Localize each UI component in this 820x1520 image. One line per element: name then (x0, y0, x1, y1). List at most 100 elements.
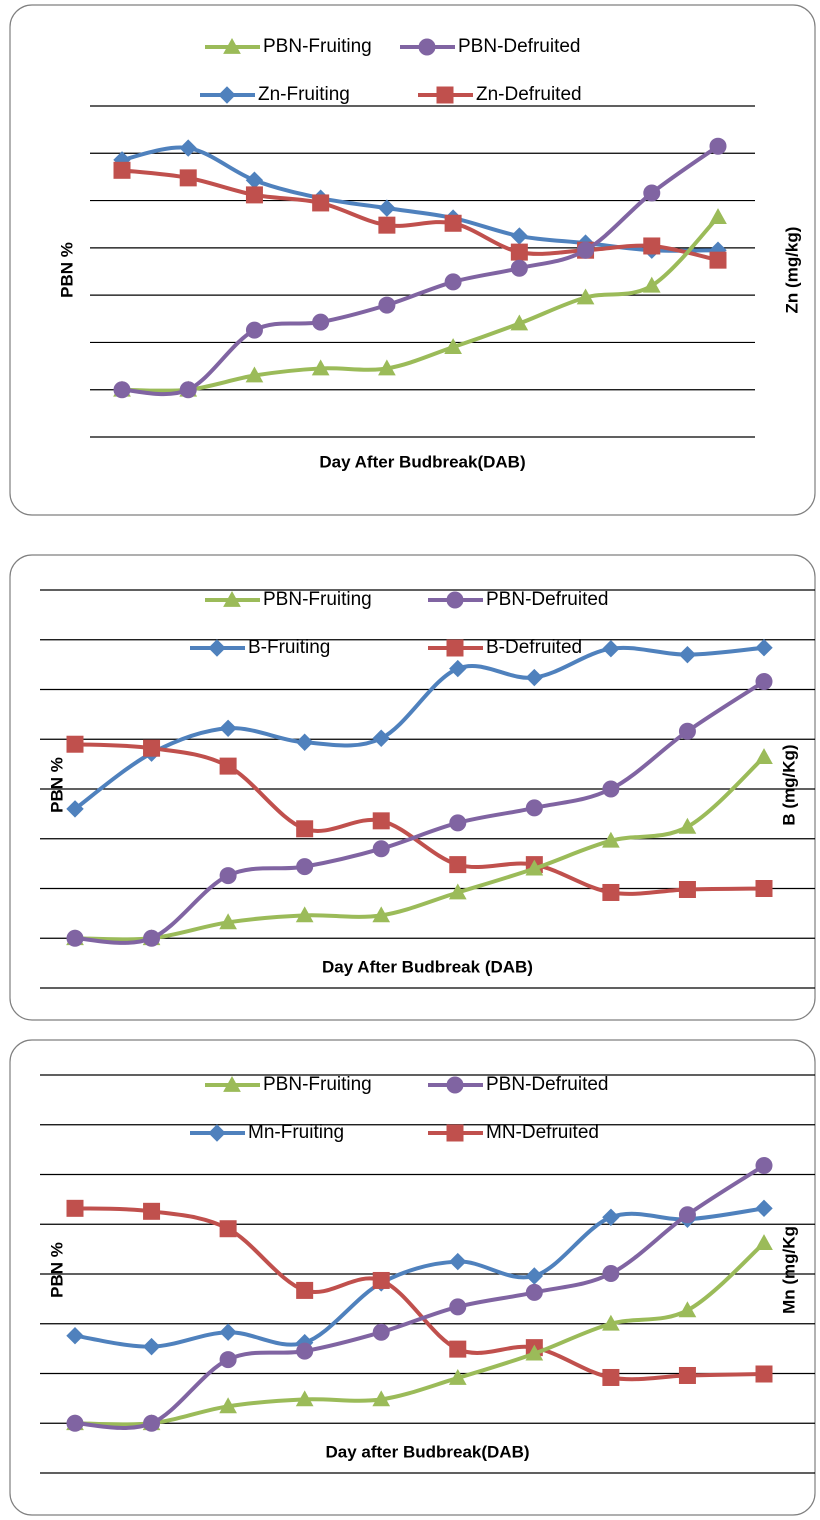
marker (143, 1414, 161, 1432)
legend-marker (223, 1075, 241, 1092)
marker (312, 194, 330, 212)
marker (449, 856, 467, 874)
marker (755, 880, 773, 897)
marker (678, 880, 696, 898)
marker (219, 757, 237, 775)
marker (643, 184, 661, 202)
marker (372, 729, 390, 747)
marker (219, 719, 237, 738)
marker (449, 1252, 467, 1271)
marker (66, 929, 84, 947)
marker (372, 906, 391, 923)
marker (66, 1414, 84, 1432)
marker (709, 208, 727, 225)
legend-marker (446, 591, 464, 609)
marker (643, 237, 661, 255)
series-line (74, 1241, 766, 1427)
marker (378, 359, 396, 376)
marker (510, 259, 528, 277)
marker (245, 366, 264, 383)
marker (219, 1220, 237, 1238)
marker (755, 748, 773, 765)
legend-label: Zn-Fruiting (258, 84, 350, 105)
marker (179, 169, 197, 187)
marker (295, 1390, 314, 1407)
marker (678, 817, 697, 834)
legend-marker (446, 1076, 464, 1094)
marker (378, 296, 396, 314)
marker (510, 314, 529, 331)
marker (219, 867, 237, 885)
marker (525, 1283, 543, 1301)
series-line (74, 1206, 765, 1349)
series-line (121, 215, 720, 393)
legend-label: B-Defruited (486, 637, 582, 658)
marker (66, 1326, 84, 1345)
series-line (74, 755, 766, 942)
marker (602, 883, 620, 901)
marker (525, 668, 544, 687)
marker (449, 814, 467, 832)
series-line (73, 645, 765, 811)
legend-marker (418, 38, 436, 56)
marker (449, 1298, 467, 1316)
marker (678, 722, 696, 740)
marker (219, 1397, 237, 1414)
marker (66, 735, 84, 753)
marker (642, 276, 661, 293)
marker (755, 1157, 773, 1175)
legend-label: PBN-Defruited (486, 1074, 609, 1095)
x-axis-label: Day After Budbreak(DAB) (319, 452, 525, 471)
marker (678, 1301, 697, 1318)
marker (113, 381, 131, 399)
panel (9, 4, 816, 516)
marker (444, 214, 462, 232)
legend-label: PBN-Fruiting (263, 1074, 372, 1095)
marker (449, 1340, 467, 1358)
marker (448, 1368, 467, 1385)
marker (66, 800, 84, 818)
marker (143, 929, 161, 947)
legend-label: Mn-Fruiting (248, 1122, 344, 1143)
y2-axis-label: B (mg/Kg) (779, 744, 798, 825)
panel (9, 1039, 816, 1516)
marker (66, 1199, 84, 1217)
marker (219, 1351, 237, 1369)
series-line (74, 1163, 766, 1430)
marker (296, 1281, 314, 1299)
marker (525, 1344, 544, 1361)
panel (9, 554, 816, 1021)
marker (510, 243, 528, 261)
marker (755, 673, 773, 691)
marker (295, 733, 314, 751)
marker (602, 639, 620, 658)
marker (372, 1271, 390, 1289)
marker (296, 858, 314, 876)
marker (312, 313, 330, 331)
series-line (121, 144, 720, 397)
marker (755, 1199, 773, 1218)
legend-marker (218, 86, 236, 104)
marker (525, 799, 543, 817)
legend-marker (223, 37, 241, 54)
marker (678, 1206, 696, 1224)
legend-label: PBN-Fruiting (263, 36, 372, 57)
legend-label: PBN-Defruited (458, 36, 581, 57)
legend-label: MN-Defruited (486, 1122, 599, 1143)
marker (142, 1337, 161, 1356)
marker (602, 1265, 620, 1283)
marker (576, 288, 595, 305)
legend-marker (208, 639, 226, 657)
marker (577, 241, 595, 259)
marker (755, 1234, 773, 1251)
marker (678, 645, 697, 664)
y-axis-label: PBN % (47, 757, 66, 813)
marker (179, 139, 197, 157)
marker (602, 1368, 620, 1386)
marker (378, 216, 396, 234)
marker (602, 780, 620, 798)
marker (755, 639, 773, 657)
x-axis-label: Day after Budbreak(DAB) (325, 1442, 529, 1461)
y2-axis-label: Zn (mg/kg) (782, 227, 801, 314)
marker (219, 1323, 237, 1341)
